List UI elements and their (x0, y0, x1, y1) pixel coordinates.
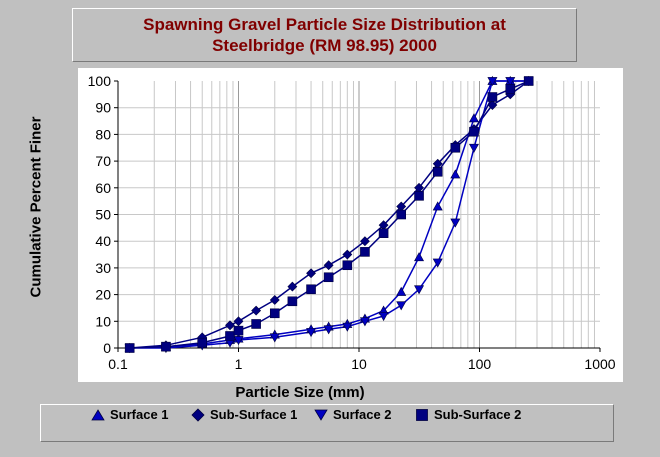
y-axis-label: Cumulative Percent Finer (27, 116, 45, 298)
data-point (523, 76, 534, 86)
data-point (287, 296, 298, 307)
data-point (233, 336, 244, 346)
legend-label: Surface 1 (110, 407, 169, 422)
y-tick-label: 0 (103, 340, 111, 356)
x-tick-label: 1000 (584, 356, 615, 372)
data-point (306, 328, 317, 338)
y-tick-label: 70 (95, 153, 111, 169)
data-point (450, 169, 461, 179)
data-point (450, 218, 461, 228)
data-point (225, 331, 235, 341)
data-point (360, 247, 370, 257)
data-point (468, 113, 479, 123)
legend-label: Sub-Surface 1 (210, 407, 298, 422)
data-point (414, 252, 425, 262)
data-point (396, 286, 407, 296)
data-point (378, 312, 389, 322)
data-point (251, 305, 262, 316)
data-point (323, 272, 334, 283)
square-icon (416, 409, 428, 421)
triangle-up-icon (91, 409, 105, 421)
data-point (225, 320, 235, 331)
data-point (323, 260, 334, 271)
data-point (342, 260, 353, 271)
data-point (269, 308, 280, 319)
data-point (487, 77, 498, 87)
data-point (269, 295, 280, 305)
y-tick-label: 10 (95, 313, 111, 329)
data-point (269, 333, 280, 343)
data-point (505, 77, 516, 87)
data-point (378, 228, 389, 238)
data-point (233, 316, 244, 327)
chart-title: Spawning Gravel Particle Size Distributi… (72, 8, 577, 62)
data-point (414, 191, 424, 201)
data-point (414, 285, 425, 295)
data-point (432, 166, 443, 177)
data-point (487, 100, 498, 110)
x-tick-label: 100 (468, 356, 492, 372)
data-point (432, 258, 443, 268)
y-tick-label: 80 (95, 126, 111, 142)
y-tick-label: 90 (95, 100, 111, 116)
data-point (505, 84, 516, 94)
x-tick-label: 1 (235, 356, 243, 372)
triangle-down-icon (314, 409, 328, 421)
y-tick-label: 40 (95, 233, 111, 249)
data-point (342, 249, 353, 260)
data-point (396, 301, 407, 311)
data-point (161, 341, 171, 352)
data-point (396, 209, 407, 220)
data-point (342, 322, 353, 332)
data-point (233, 325, 244, 336)
y-tick-label: 30 (95, 260, 111, 276)
x-axis-label: Particle Size (mm) (235, 384, 365, 401)
data-point (360, 236, 370, 247)
data-point (468, 143, 479, 153)
legend: Surface 1 Sub-Surface 1 Surface 2 Sub-Su… (40, 404, 614, 442)
y-tick-label: 20 (95, 287, 111, 303)
y-tick-label: 60 (95, 180, 111, 196)
data-point (306, 268, 316, 279)
data-point (469, 126, 479, 137)
data-point (359, 317, 370, 327)
diamond-icon (191, 408, 205, 422)
x-tick-label: 10 (351, 356, 367, 372)
data-point (287, 281, 298, 292)
data-point (251, 319, 261, 329)
data-point (450, 142, 461, 153)
y-tick-label: 50 (95, 207, 111, 223)
data-point (432, 201, 443, 211)
data-point (197, 337, 208, 348)
legend-label: Surface 2 (333, 407, 392, 422)
x-tick-label: 0.1 (108, 356, 128, 372)
legend-label: Sub-Surface 2 (434, 407, 522, 422)
data-point (306, 284, 316, 295)
data-point (323, 325, 334, 335)
y-axis-label-container: Cumulative Percent Finer (14, 94, 58, 320)
data-point (124, 343, 135, 353)
y-tick-label: 100 (88, 73, 112, 89)
data-point (487, 92, 498, 102)
